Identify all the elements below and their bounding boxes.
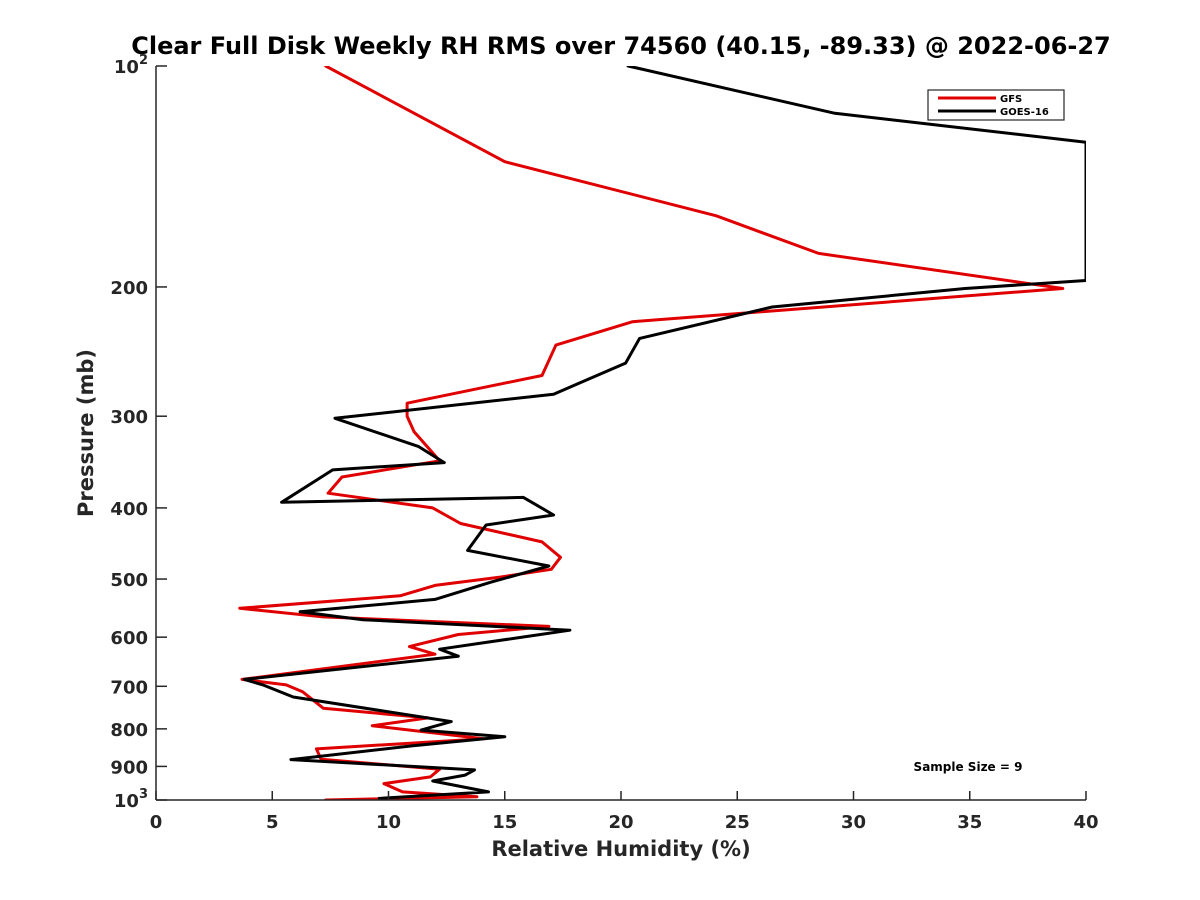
legend: GFS GOES-16 [927,89,1065,121]
chart-title: Clear Full Disk Weekly RH RMS over 74560… [131,32,1111,60]
y-tick-label: 800 [110,720,148,741]
sample-size-annotation: Sample Size = 9 [914,760,1023,774]
x-tick-label: 25 [725,812,750,833]
x-tick-label: 10 [376,812,401,833]
y-tick-label: 300 [110,407,148,428]
legend-box [927,89,1065,121]
y-tick-label: 400 [110,499,148,520]
x-tick-label: 35 [957,812,982,833]
y-tick-label: 900 [110,757,148,778]
x-tick-label: 30 [841,812,866,833]
x-tick-label: 20 [608,812,633,833]
x-tick-label: 40 [1073,812,1098,833]
y-tick-label: 600 [110,628,148,649]
y-tick-label: 103 [114,787,148,812]
y-tick-label: 200 [110,278,148,299]
x-tick-label: 15 [492,812,517,833]
series-layer [238,66,1086,800]
y-tick-label: 500 [110,570,148,591]
y-axis-label: Pressure (mb) [74,349,98,517]
series-line-goes-16 [242,66,1086,800]
y-tick-label: 102 [114,53,148,78]
y-tick-label: 700 [110,677,148,698]
legend-label: GOES-16 [1000,107,1049,118]
legend-label: GFS [1000,94,1022,105]
series-line-gfs [238,66,1065,800]
x-axis-label: Relative Humidity (%) [491,837,750,861]
axes-layer: 0 5 10 15 20 25 30 35 40 102 200 300 400 500 600 700 800… [110,53,1098,833]
x-tick-label: 5 [266,812,279,833]
x-tick-label: 0 [150,812,163,833]
